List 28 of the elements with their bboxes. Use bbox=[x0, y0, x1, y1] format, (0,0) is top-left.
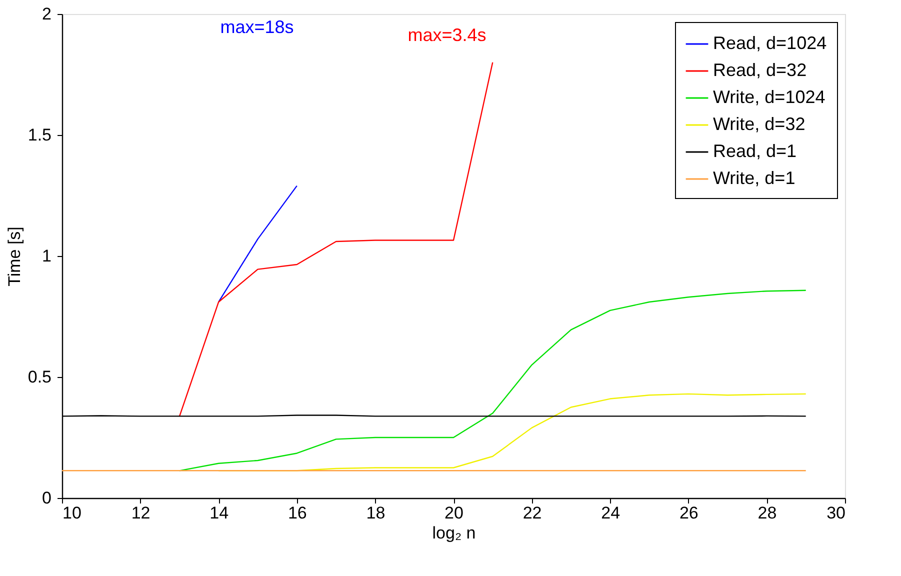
line-series bbox=[178, 290, 806, 472]
x-tick-label: 26 bbox=[679, 504, 698, 522]
legend-label: Write, d=1024 bbox=[713, 87, 826, 107]
x-tick-label: 12 bbox=[131, 504, 150, 522]
legend-label: Read, d=1024 bbox=[713, 33, 827, 53]
y-tick-label: 1.5 bbox=[28, 126, 52, 144]
y-tick-label: 0 bbox=[42, 488, 52, 508]
x-axis-title: log₂ n bbox=[432, 524, 476, 542]
x-tick-label: 18 bbox=[366, 504, 386, 522]
y-tick-label: 0.5 bbox=[28, 368, 52, 386]
x-tick-label: 22 bbox=[522, 504, 542, 522]
x-tick-label: 24 bbox=[601, 504, 620, 522]
annotation: max=3.4s bbox=[408, 25, 486, 45]
x-tick-label: 28 bbox=[758, 504, 777, 522]
legend-label: Read, d=1 bbox=[713, 141, 797, 161]
x-tick-label: 30 bbox=[826, 504, 846, 522]
legend-label: Read, d=32 bbox=[713, 60, 807, 80]
x-tick-label: 14 bbox=[210, 504, 229, 522]
annotation: max=18s bbox=[220, 17, 294, 37]
y-tick-label: 1 bbox=[42, 246, 52, 266]
legend-label: Write, d=32 bbox=[713, 114, 806, 134]
legend-label: Write, d=1 bbox=[713, 168, 796, 188]
x-tick-label: 16 bbox=[288, 504, 307, 522]
x-tick-label: 20 bbox=[444, 504, 464, 522]
y-tick-label: 2 bbox=[42, 4, 52, 24]
line-series bbox=[178, 62, 494, 418]
x-tick-label: 10 bbox=[62, 504, 82, 522]
y-axis-title: Time [s] bbox=[4, 226, 24, 286]
